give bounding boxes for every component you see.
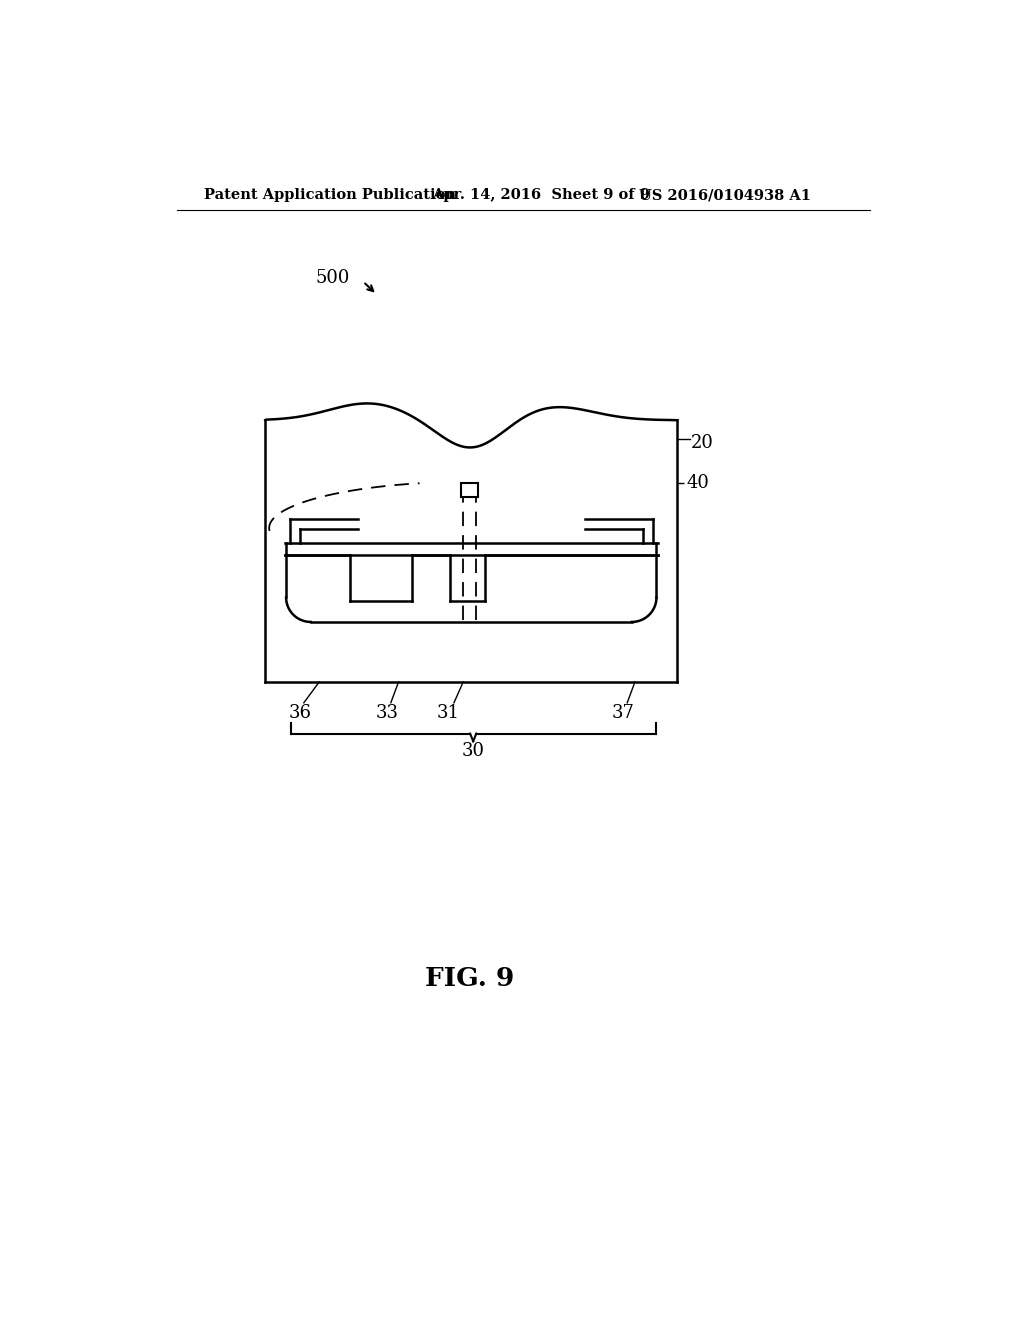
Text: 31: 31 bbox=[436, 704, 460, 722]
Text: Patent Application Publication: Patent Application Publication bbox=[204, 189, 456, 202]
Text: Apr. 14, 2016  Sheet 9 of 9: Apr. 14, 2016 Sheet 9 of 9 bbox=[432, 189, 650, 202]
Bar bbox=[461, 483, 478, 498]
Text: 20: 20 bbox=[691, 434, 714, 453]
Text: 500: 500 bbox=[315, 269, 350, 286]
Text: 33: 33 bbox=[376, 704, 398, 722]
Text: US 2016/0104938 A1: US 2016/0104938 A1 bbox=[639, 189, 811, 202]
Text: FIG. 9: FIG. 9 bbox=[425, 966, 514, 991]
Text: 30: 30 bbox=[462, 742, 484, 760]
Text: 37: 37 bbox=[612, 704, 635, 722]
Text: 36: 36 bbox=[289, 704, 311, 722]
Text: 40: 40 bbox=[686, 474, 710, 492]
